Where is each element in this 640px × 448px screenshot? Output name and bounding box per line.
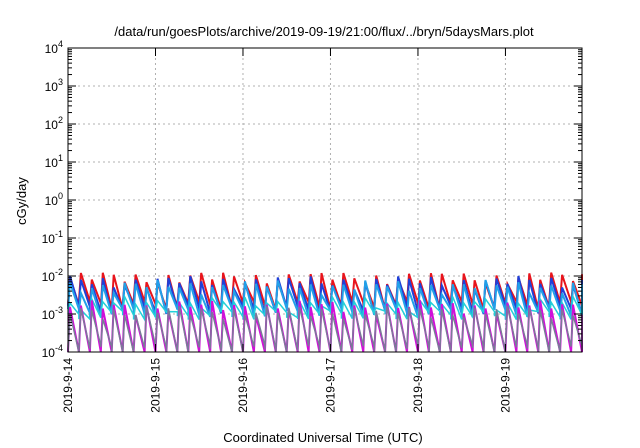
y-tick-label: 10-3 [42,305,63,322]
series-line [67,293,583,323]
y-tick-label: 100 [45,191,63,208]
grid-lines [68,48,582,352]
y-tick-label: 10-2 [42,267,63,284]
x-tick-label: 2019-9-16 [236,358,250,413]
chart-title: /data/run/goesPlots/archive/2019-09-19/2… [114,24,534,39]
y-tick-label: 103 [45,77,63,94]
y-tick-label: 102 [45,115,63,132]
data-series [67,272,583,353]
plot-area-frame [67,47,583,353]
x-tick-label: 2019-9-14 [61,358,75,413]
x-tick-label: 2019-9-18 [411,358,425,413]
y-tick-label: 10-4 [42,343,63,360]
x-tick-label: 2019-9-15 [148,358,162,413]
y-tick-label: 104 [45,39,63,56]
x-axis-title: Coordinated Universal Time (UTC) [223,430,422,445]
x-tick-label: 2019-9-17 [323,358,337,413]
y-tick-label: 101 [45,153,63,170]
axis-ticks: 10-4 10-3 10-2 10-1 100 101 102 103 104 2019-9-14… [42,39,582,413]
x-tick-label: 2019-9-19 [498,358,512,413]
y-tick-label: 10-1 [42,229,63,246]
y-axis-title: cGy/day [14,177,29,225]
